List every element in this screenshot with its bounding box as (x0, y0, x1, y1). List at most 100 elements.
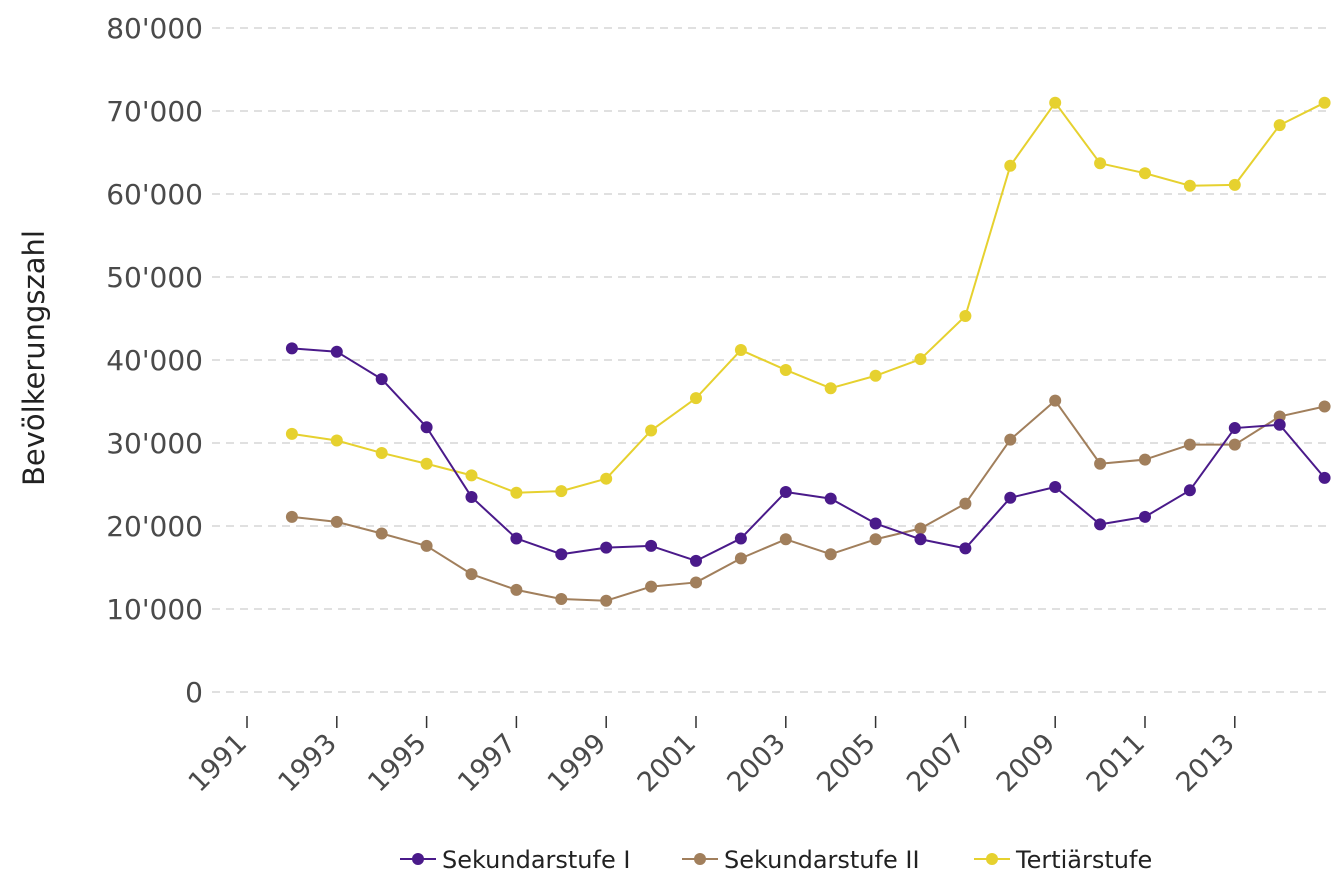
data-point (869, 369, 882, 382)
data-point (824, 492, 837, 505)
grid-lines (212, 27, 1330, 693)
y-tick-label: 80'000 (106, 12, 203, 45)
legend-label: Sekundarstufe II (724, 846, 920, 874)
y-axis: 0 10'000 20'000 30'000 40'000 50'000 60'000 70'… (106, 12, 203, 709)
series-layer (285, 96, 1331, 607)
y-axis-label: Bevölkerungszahl (17, 230, 51, 486)
data-point (1004, 433, 1017, 446)
data-point (1049, 96, 1062, 109)
data-point (1004, 491, 1017, 504)
data-point (465, 469, 478, 482)
data-point (375, 446, 388, 459)
x-tick-label: 2007 (901, 728, 972, 799)
x-tick-label: 2005 (811, 728, 882, 799)
data-point (959, 497, 972, 510)
data-point (869, 533, 882, 546)
data-point (734, 344, 747, 357)
data-point (1228, 438, 1241, 451)
y-tick-label: 60'000 (106, 178, 203, 211)
data-point (375, 373, 388, 386)
x-tick-label: 1997 (452, 728, 523, 799)
data-point (914, 522, 927, 535)
y-tick-label: 20'000 (106, 510, 203, 543)
data-point (689, 554, 702, 567)
x-tick-label: 1995 (362, 728, 433, 799)
legend-item: Sekundarstufe I (400, 846, 630, 874)
data-point (959, 542, 972, 555)
data-point (645, 424, 658, 437)
x-tick-label: 1993 (272, 728, 343, 799)
data-point (510, 486, 523, 499)
legend-marker (694, 853, 706, 865)
legend: Sekundarstufe I Sekundarstufe II Tertiärst… (400, 846, 1152, 874)
data-point (689, 392, 702, 405)
data-point (734, 552, 747, 565)
data-point (689, 576, 702, 589)
data-point (465, 490, 478, 503)
series-line (291, 101, 1326, 494)
data-point (1273, 119, 1286, 132)
data-point (1273, 410, 1286, 423)
data-point (1004, 159, 1017, 172)
y-tick-label: 30'000 (106, 427, 203, 460)
data-point (645, 580, 658, 593)
data-point (1273, 418, 1286, 431)
data-point (1138, 453, 1151, 466)
data-point (330, 515, 343, 528)
data-point (779, 533, 792, 546)
data-point (285, 427, 298, 440)
y-tick-label: 70'000 (106, 95, 203, 128)
data-point (465, 568, 478, 581)
data-point (1318, 96, 1331, 109)
data-point (600, 472, 613, 485)
x-axis: 1991 1993 1995 1997 1999 2001 2003 2005 2007 2009… (183, 716, 1241, 798)
data-point (1094, 457, 1107, 470)
data-point (914, 533, 927, 546)
y-tick-label: 10'000 (106, 593, 203, 626)
data-point (330, 345, 343, 358)
data-point (1228, 422, 1241, 435)
legend-label: Sekundarstufe I (442, 846, 630, 874)
series-line (291, 347, 1326, 562)
data-point (1049, 480, 1062, 493)
x-tick-label: 1999 (542, 728, 613, 799)
data-point (1094, 157, 1107, 170)
data-point (555, 548, 568, 561)
data-point (1049, 394, 1062, 407)
data-point (330, 434, 343, 447)
data-point (1183, 484, 1196, 497)
data-point (285, 510, 298, 523)
series-2 (285, 96, 1331, 499)
data-point (824, 382, 837, 395)
legend-marker (412, 853, 424, 865)
series-1 (285, 394, 1331, 607)
x-tick-label: 2009 (991, 728, 1062, 799)
series-0 (285, 342, 1331, 567)
data-point (914, 353, 927, 366)
data-point (600, 594, 613, 607)
data-point (734, 532, 747, 545)
data-point (285, 342, 298, 355)
data-point (779, 485, 792, 498)
legend-item: Sekundarstufe II (682, 846, 920, 874)
data-point (420, 457, 433, 470)
data-point (869, 517, 882, 530)
data-point (1318, 400, 1331, 413)
legend-label: Tertiärstufe (1015, 846, 1152, 874)
data-point (555, 485, 568, 498)
data-point (959, 310, 972, 323)
x-tick-label: 2011 (1081, 728, 1152, 799)
series-line (291, 399, 1325, 602)
data-point (600, 541, 613, 554)
data-point (510, 532, 523, 545)
data-point (1228, 178, 1241, 191)
data-point (779, 363, 792, 376)
x-tick-label: 2003 (721, 728, 792, 799)
data-point (1138, 510, 1151, 523)
data-point (1183, 438, 1196, 451)
data-point (420, 539, 433, 552)
data-point (420, 421, 433, 434)
data-point (824, 548, 837, 561)
x-tick-label: 1991 (183, 728, 254, 799)
